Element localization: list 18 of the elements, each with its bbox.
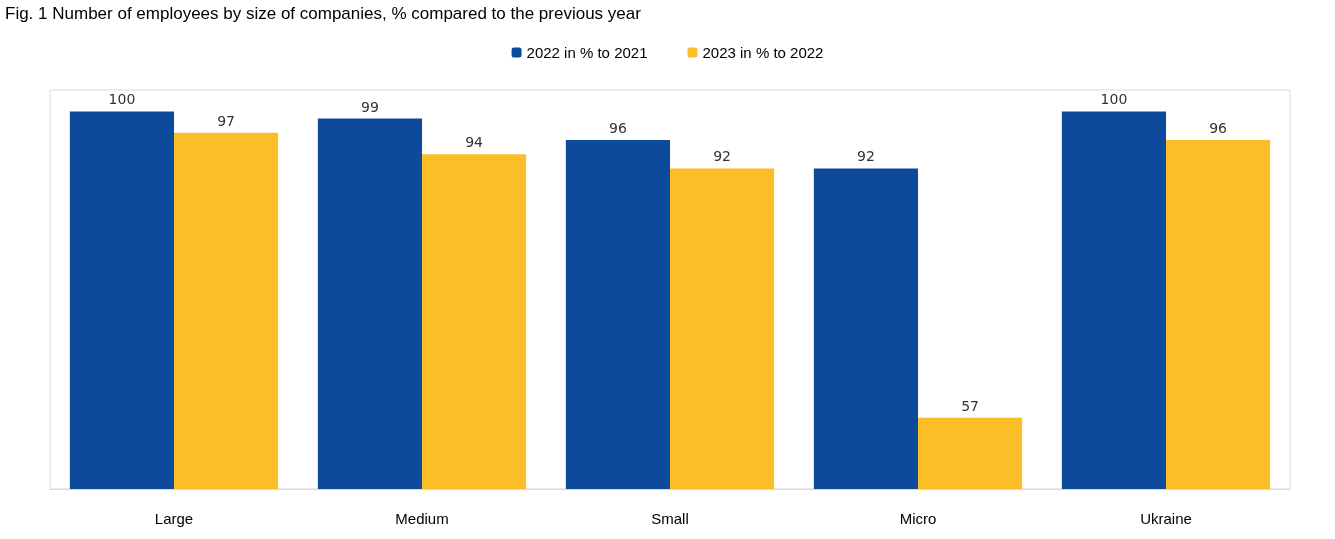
data-label: 97 (217, 112, 235, 129)
x-tick-label: Ukraine (1140, 510, 1192, 527)
data-label: 96 (1209, 119, 1228, 136)
data-label: 94 (465, 134, 484, 151)
chart-title: Fig. 1 Number of employees by size of companies, % compared to the previous year (5, 4, 642, 23)
data-label: 96 (609, 119, 627, 136)
x-tick-label: Large (154, 510, 194, 527)
legend-label: 2023 in % to 2022 (702, 44, 824, 61)
data-label: 100 (1100, 91, 1128, 108)
x-tick-label: Micro (899, 510, 937, 527)
x-tick-label: Medium (395, 510, 449, 527)
legend-label: 2022 in % to 2021 (526, 44, 648, 61)
data-label: 57 (961, 397, 979, 414)
data-label: 100 (108, 91, 136, 108)
x-tick-label: Small (651, 510, 689, 527)
data-label: 99 (361, 98, 379, 115)
data-label: 92 (713, 148, 731, 165)
data-label: 92 (857, 148, 875, 165)
